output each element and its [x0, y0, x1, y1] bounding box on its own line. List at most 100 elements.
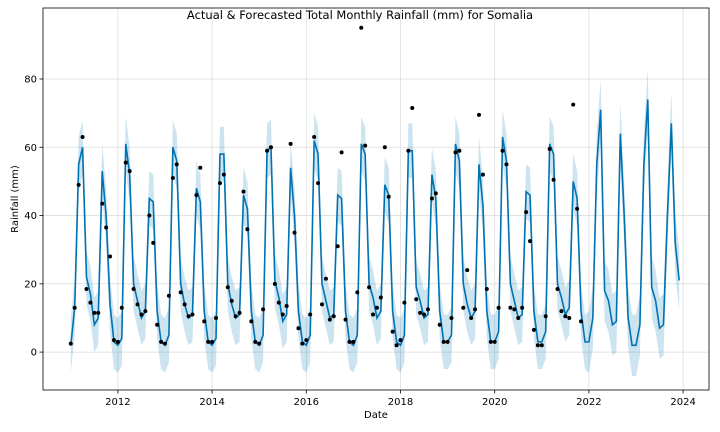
observed-point — [206, 339, 211, 344]
observed-point — [406, 148, 411, 153]
observed-point — [496, 305, 501, 310]
observed-point — [398, 338, 403, 343]
frame — [42, 7, 710, 391]
observed-point — [425, 307, 430, 312]
observed-point — [225, 285, 230, 290]
observed-point — [174, 162, 179, 167]
observed-point — [233, 314, 238, 319]
observed-point — [539, 343, 544, 348]
observed-point — [433, 191, 438, 196]
observed-point — [221, 172, 226, 177]
observed-point — [347, 339, 352, 344]
observed-point — [516, 315, 521, 320]
observed-point — [151, 240, 156, 245]
observed-point — [257, 341, 262, 346]
observed-point — [535, 343, 540, 348]
observed-point — [445, 339, 450, 344]
observed-point — [571, 102, 576, 107]
observed-point — [249, 319, 254, 324]
observed-point — [457, 148, 462, 153]
y-axis-label: Rainfall (mm) — [10, 165, 21, 233]
y-tick-label: 0 — [31, 348, 37, 359]
observed-point — [524, 210, 529, 215]
observed-point — [304, 338, 309, 343]
observed-point — [492, 339, 497, 344]
observed-point — [162, 341, 167, 346]
observed-point — [265, 148, 270, 153]
observed-point — [143, 309, 148, 314]
observed-point — [139, 312, 144, 317]
observed-point — [343, 317, 348, 322]
observed-point — [131, 286, 136, 291]
observed-point — [292, 230, 297, 235]
observed-point — [119, 305, 124, 310]
observed-point — [378, 295, 383, 300]
y-tick-label: 20 — [24, 279, 37, 290]
observed-point — [402, 300, 407, 305]
y-tick-label: 60 — [24, 143, 37, 154]
observed-point — [88, 300, 93, 305]
observed-point — [555, 286, 560, 291]
observed-point — [453, 150, 458, 155]
observed-point — [245, 227, 250, 232]
observed-point — [84, 286, 89, 291]
observed-point — [429, 196, 434, 201]
observed-point — [217, 181, 222, 186]
observed-point — [123, 160, 128, 165]
observed-point — [559, 309, 564, 314]
observed-point — [579, 319, 584, 324]
plot-area — [68, 25, 680, 377]
observed-point — [547, 146, 552, 151]
observed-point — [253, 339, 258, 344]
observed-point — [166, 293, 171, 298]
observed-point — [461, 305, 466, 310]
observed-point — [528, 239, 533, 244]
observed-point — [170, 176, 175, 181]
observed-point — [410, 106, 415, 111]
y-tick-label: 80 — [24, 75, 37, 86]
x-tick-label: 2012 — [105, 397, 130, 408]
observed-point — [422, 312, 427, 317]
observed-point — [327, 317, 332, 322]
observed-point — [272, 281, 277, 286]
observed-point — [508, 305, 513, 310]
observed-point — [198, 165, 203, 170]
observed-point — [308, 312, 313, 317]
observed-point — [520, 305, 525, 310]
observed-point — [386, 194, 391, 199]
observed-point — [351, 339, 356, 344]
observed-point — [92, 310, 97, 315]
observed-point — [159, 339, 164, 344]
observed-point — [394, 343, 399, 348]
observed-point — [480, 172, 485, 177]
observed-point — [355, 290, 360, 295]
observed-point — [213, 315, 218, 320]
observed-point — [500, 148, 505, 153]
observed-point — [551, 177, 556, 182]
observed-point — [284, 304, 289, 309]
observed-point — [390, 329, 395, 334]
observed-point — [237, 310, 242, 315]
observed-point — [484, 286, 489, 291]
observed-point — [371, 312, 376, 317]
observed-point — [319, 302, 324, 307]
observed-point — [473, 307, 478, 312]
observed-point — [182, 302, 187, 307]
observed-point — [186, 314, 191, 319]
observed-point — [111, 338, 116, 343]
observed-point — [178, 290, 183, 295]
observed-point — [504, 162, 509, 167]
observed-point — [296, 326, 301, 331]
observed-point — [68, 341, 73, 346]
observed-point — [441, 339, 446, 344]
uncertainty-band — [70, 68, 680, 377]
observed-point — [202, 319, 207, 324]
observed-point — [465, 268, 470, 273]
observed-point — [80, 135, 85, 140]
observed-point — [374, 305, 379, 310]
x-tick-label: 2016 — [294, 397, 319, 408]
observed-point — [543, 314, 548, 319]
observed-point — [488, 339, 493, 344]
observed-point — [449, 315, 454, 320]
